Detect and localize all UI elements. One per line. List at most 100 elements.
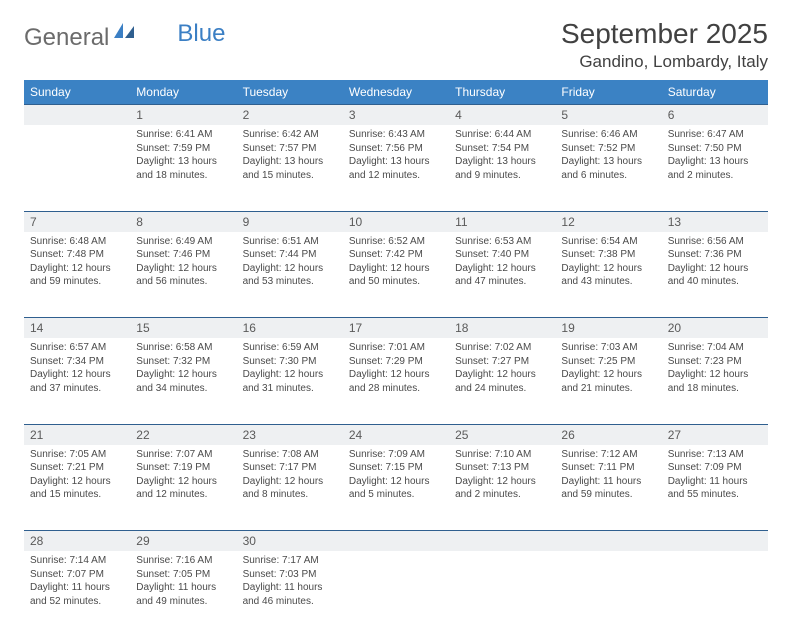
day-cell: Sunrise: 6:51 AMSunset: 7:44 PMDaylight:… <box>237 232 343 318</box>
day-number: 8 <box>130 211 236 232</box>
sunset-text: Sunset: 7:21 PM <box>30 461 124 475</box>
sunrise-text: Sunrise: 7:12 AM <box>561 448 655 462</box>
sunset-text: Sunset: 7:59 PM <box>136 142 230 156</box>
daylight-text: Daylight: 12 hours and 18 minutes. <box>668 368 762 395</box>
sunset-text: Sunset: 7:25 PM <box>561 355 655 369</box>
day-number: 14 <box>24 318 130 339</box>
sunset-text: Sunset: 7:44 PM <box>243 248 337 262</box>
day-cell: Sunrise: 6:53 AMSunset: 7:40 PMDaylight:… <box>449 232 555 318</box>
daylight-text: Daylight: 13 hours and 2 minutes. <box>668 155 762 182</box>
sunrise-text: Sunrise: 7:13 AM <box>668 448 762 462</box>
sunset-text: Sunset: 7:52 PM <box>561 142 655 156</box>
sunset-text: Sunset: 7:30 PM <box>243 355 337 369</box>
day-cell <box>662 551 768 637</box>
day-number: 20 <box>662 318 768 339</box>
sunrise-text: Sunrise: 6:51 AM <box>243 235 337 249</box>
sunrise-text: Sunrise: 6:52 AM <box>349 235 443 249</box>
day-number: 10 <box>343 211 449 232</box>
day-number: 30 <box>237 531 343 552</box>
day-number: 13 <box>662 211 768 232</box>
day-number: 29 <box>130 531 236 552</box>
daylight-text: Daylight: 12 hours and 53 minutes. <box>243 262 337 289</box>
day-number: 7 <box>24 211 130 232</box>
daylight-text: Daylight: 12 hours and 59 minutes. <box>30 262 124 289</box>
sunrise-text: Sunrise: 7:17 AM <box>243 554 337 568</box>
day-number: 4 <box>449 105 555 126</box>
daylight-text: Daylight: 12 hours and 43 minutes. <box>561 262 655 289</box>
sunset-text: Sunset: 7:17 PM <box>243 461 337 475</box>
daylight-text: Daylight: 12 hours and 15 minutes. <box>30 475 124 502</box>
day-cell: Sunrise: 7:14 AMSunset: 7:07 PMDaylight:… <box>24 551 130 637</box>
day-cell: Sunrise: 7:04 AMSunset: 7:23 PMDaylight:… <box>662 338 768 424</box>
day-number-row: 282930 <box>24 531 768 552</box>
sunset-text: Sunset: 7:19 PM <box>136 461 230 475</box>
sunrise-text: Sunrise: 7:03 AM <box>561 341 655 355</box>
sunset-text: Sunset: 7:56 PM <box>349 142 443 156</box>
daylight-text: Daylight: 11 hours and 46 minutes. <box>243 581 337 608</box>
day-cell: Sunrise: 7:17 AMSunset: 7:03 PMDaylight:… <box>237 551 343 637</box>
sunset-text: Sunset: 7:54 PM <box>455 142 549 156</box>
sunrise-text: Sunrise: 7:08 AM <box>243 448 337 462</box>
daylight-text: Daylight: 13 hours and 15 minutes. <box>243 155 337 182</box>
logo-sail-icon <box>113 22 135 45</box>
day-number: 23 <box>237 424 343 445</box>
day-cell: Sunrise: 7:02 AMSunset: 7:27 PMDaylight:… <box>449 338 555 424</box>
day-cell <box>555 551 661 637</box>
daylight-text: Daylight: 12 hours and 24 minutes. <box>455 368 549 395</box>
sunrise-text: Sunrise: 7:09 AM <box>349 448 443 462</box>
day-number <box>662 531 768 552</box>
daylight-text: Daylight: 12 hours and 12 minutes. <box>136 475 230 502</box>
day-cell: Sunrise: 7:16 AMSunset: 7:05 PMDaylight:… <box>130 551 236 637</box>
day-number: 24 <box>343 424 449 445</box>
weekday-header: Sunday <box>24 80 130 105</box>
day-number-row: 78910111213 <box>24 211 768 232</box>
day-cell: Sunrise: 7:10 AMSunset: 7:13 PMDaylight:… <box>449 445 555 531</box>
day-cell: Sunrise: 7:13 AMSunset: 7:09 PMDaylight:… <box>662 445 768 531</box>
weekday-header: Friday <box>555 80 661 105</box>
daylight-text: Daylight: 12 hours and 21 minutes. <box>561 368 655 395</box>
sunset-text: Sunset: 7:57 PM <box>243 142 337 156</box>
sunset-text: Sunset: 7:48 PM <box>30 248 124 262</box>
day-cell: Sunrise: 6:47 AMSunset: 7:50 PMDaylight:… <box>662 125 768 211</box>
day-cell: Sunrise: 6:46 AMSunset: 7:52 PMDaylight:… <box>555 125 661 211</box>
daylight-text: Daylight: 12 hours and 28 minutes. <box>349 368 443 395</box>
daylight-text: Daylight: 13 hours and 12 minutes. <box>349 155 443 182</box>
day-number: 5 <box>555 105 661 126</box>
day-cell: Sunrise: 7:12 AMSunset: 7:11 PMDaylight:… <box>555 445 661 531</box>
day-number <box>449 531 555 552</box>
day-number-row: 123456 <box>24 105 768 126</box>
day-number: 26 <box>555 424 661 445</box>
day-number: 17 <box>343 318 449 339</box>
day-cell: Sunrise: 7:05 AMSunset: 7:21 PMDaylight:… <box>24 445 130 531</box>
sunrise-text: Sunrise: 6:57 AM <box>30 341 124 355</box>
day-cell: Sunrise: 7:08 AMSunset: 7:17 PMDaylight:… <box>237 445 343 531</box>
sunrise-text: Sunrise: 7:10 AM <box>455 448 549 462</box>
day-cell: Sunrise: 6:58 AMSunset: 7:32 PMDaylight:… <box>130 338 236 424</box>
day-number <box>343 531 449 552</box>
sunset-text: Sunset: 7:03 PM <box>243 568 337 582</box>
daylight-text: Daylight: 12 hours and 47 minutes. <box>455 262 549 289</box>
daylight-text: Daylight: 12 hours and 56 minutes. <box>136 262 230 289</box>
calendar-table: Sunday Monday Tuesday Wednesday Thursday… <box>24 80 768 637</box>
daylight-text: Daylight: 12 hours and 50 minutes. <box>349 262 443 289</box>
sunset-text: Sunset: 7:09 PM <box>668 461 762 475</box>
month-title: September 2025 <box>561 18 768 50</box>
daylight-text: Daylight: 12 hours and 8 minutes. <box>243 475 337 502</box>
day-cell: Sunrise: 6:49 AMSunset: 7:46 PMDaylight:… <box>130 232 236 318</box>
day-cell: Sunrise: 6:57 AMSunset: 7:34 PMDaylight:… <box>24 338 130 424</box>
sunrise-text: Sunrise: 6:54 AM <box>561 235 655 249</box>
weekday-header: Thursday <box>449 80 555 105</box>
sunrise-text: Sunrise: 6:49 AM <box>136 235 230 249</box>
weekday-header: Tuesday <box>237 80 343 105</box>
day-number: 27 <box>662 424 768 445</box>
day-number <box>555 531 661 552</box>
sunset-text: Sunset: 7:34 PM <box>30 355 124 369</box>
day-number: 1 <box>130 105 236 126</box>
day-cell: Sunrise: 7:09 AMSunset: 7:15 PMDaylight:… <box>343 445 449 531</box>
weekday-header-row: Sunday Monday Tuesday Wednesday Thursday… <box>24 80 768 105</box>
sunset-text: Sunset: 7:05 PM <box>136 568 230 582</box>
daylight-text: Daylight: 12 hours and 2 minutes. <box>455 475 549 502</box>
day-cell: Sunrise: 6:48 AMSunset: 7:48 PMDaylight:… <box>24 232 130 318</box>
day-cell: Sunrise: 6:54 AMSunset: 7:38 PMDaylight:… <box>555 232 661 318</box>
day-cell <box>449 551 555 637</box>
